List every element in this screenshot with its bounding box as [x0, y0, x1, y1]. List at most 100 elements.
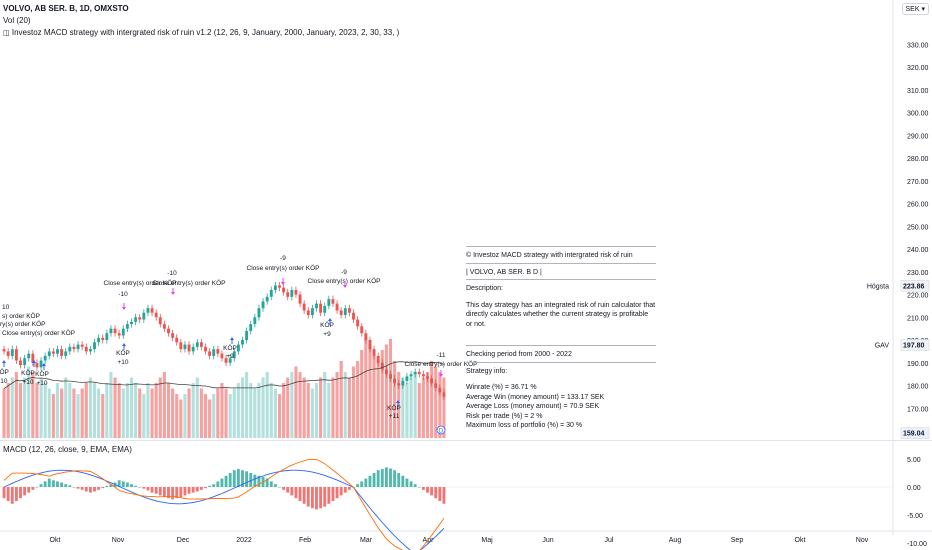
candle-body: [47, 351, 51, 356]
macd-histogram-bar: [393, 470, 397, 487]
macd-histogram-bar: [220, 478, 224, 487]
volume-bar: [327, 383, 331, 438]
symbol-title[interactable]: VOLVO, AB SER. B, 1D, OMXSTO: [3, 4, 129, 13]
price-marker-badge: [900, 280, 930, 292]
time-tick-label: Jul: [605, 537, 614, 544]
price-tick-label: 240.00: [907, 247, 929, 254]
volume-bar: [388, 339, 393, 438]
macd-histogram-bar: [39, 484, 43, 487]
volume-bar: [343, 372, 347, 438]
volume-bar: [109, 372, 113, 438]
price-tick-label: 220.00: [907, 293, 929, 300]
candle-body: [183, 344, 187, 350]
eye-icon[interactable]: ◫: [3, 30, 10, 37]
candle-body: [327, 299, 331, 306]
candle-body: [68, 346, 72, 352]
macd-histogram-bar: [265, 478, 269, 487]
info-strategy-label: Strategy info:: [466, 367, 508, 375]
candle-body: [343, 308, 347, 316]
candle-body: [187, 344, 191, 352]
price-marker-value: 159.04: [903, 431, 925, 438]
volume-indicator-label[interactable]: Vol (20): [3, 16, 31, 25]
macd-histogram-bar: [286, 487, 290, 493]
candle-body: [27, 353, 31, 359]
buy-signal-label: KÖP: [35, 370, 49, 378]
close-signal-label: Close entry(s) order KÖP: [2, 329, 75, 337]
candle-body: [195, 342, 199, 347]
macd-histogram-bar: [245, 471, 249, 487]
volume-bar: [314, 383, 319, 438]
volume-bar: [277, 394, 282, 438]
candle-body: [265, 296, 269, 302]
price-tick-label: 230.00: [907, 270, 929, 277]
time-tick-label: Mar: [360, 537, 373, 544]
volume-bar: [384, 344, 388, 438]
volume-bar: [2, 388, 6, 438]
candle-body: [290, 289, 294, 297]
price-marker-label: Högsta: [867, 283, 889, 290]
candle-body: [261, 301, 265, 309]
volume-bar: [290, 372, 294, 438]
macd-histogram-bar: [236, 469, 240, 487]
macd-histogram-bar: [389, 468, 392, 487]
close-signal-label: -9: [341, 269, 347, 276]
volume-bar: [23, 377, 27, 438]
macd-tick-label: 0.00: [907, 485, 921, 492]
volume-bar: [55, 383, 60, 438]
macd-histogram-bar: [195, 487, 199, 492]
candle-body: [368, 340, 372, 350]
macd-histogram-bar: [68, 485, 72, 487]
volume-bar: [105, 383, 109, 438]
volume-bar: [138, 388, 142, 438]
volume-bar: [199, 388, 203, 438]
candle-body: [10, 349, 14, 356]
candle-body: [389, 374, 392, 379]
price-marker-value: 197.80: [903, 343, 925, 350]
dividend-marker-label: D: [439, 429, 444, 435]
price-marker-label: GAV: [875, 343, 890, 350]
time-tick-label: Dec: [177, 537, 190, 544]
volume-bar: [101, 394, 105, 438]
close-signal-label: -10: [118, 291, 128, 298]
macd-indicator-label[interactable]: MACD (12, 26, close, 9, EMA, EMA): [3, 445, 132, 454]
dividend-marker[interactable]: [436, 425, 446, 435]
macd-histogram-bar: [56, 481, 59, 487]
volume-bar: [224, 388, 228, 438]
macd-histogram-bar: [315, 487, 318, 510]
volume-bar: [18, 383, 23, 438]
buy-signal-label: KÖP: [223, 344, 237, 352]
macd-histogram-bar: [430, 487, 434, 496]
volume-bar: [393, 361, 397, 438]
volume-bar: [64, 377, 68, 438]
macd-tick-label: -10.00: [907, 541, 927, 548]
macd-histogram-bar: [204, 487, 207, 489]
signal-line: [3, 458, 445, 550]
volume-bar: [273, 388, 277, 438]
macd-histogram-bar: [356, 484, 360, 487]
macd-histogram-bar: [146, 487, 150, 491]
candle-body: [51, 351, 55, 354]
volume-bar: [146, 383, 150, 438]
close-signal-label: ry(s) order KÖP: [0, 320, 46, 328]
currency-selector[interactable]: SEK ▾: [901, 3, 929, 15]
buy-arrow-icon: [230, 337, 234, 344]
volume-bar: [27, 366, 31, 438]
strategy-indicator-label[interactable]: ◫ Investoz MACD strategy with intergrate…: [3, 27, 399, 39]
macd-histogram-bar: [282, 487, 286, 490]
candle-body: [113, 328, 117, 334]
close-signal-label: Close entry(s) order KÖP: [104, 279, 177, 287]
buy-signal-label: +10: [22, 379, 33, 386]
candle-body: [401, 380, 405, 386]
macd-histogram-bar: [154, 487, 158, 494]
candle-body: [319, 303, 323, 313]
volume-bar: [261, 377, 265, 438]
candle-body: [146, 308, 150, 313]
close-signal-label: Close entry(s) order KÖP: [153, 279, 226, 287]
candle-body: [335, 303, 339, 311]
volume-bar: [113, 377, 117, 438]
volume-bar: [216, 388, 220, 438]
volume-bar: [265, 372, 269, 438]
macd-histogram-bar: [6, 487, 10, 501]
info-description-label: Description:: [466, 285, 503, 292]
